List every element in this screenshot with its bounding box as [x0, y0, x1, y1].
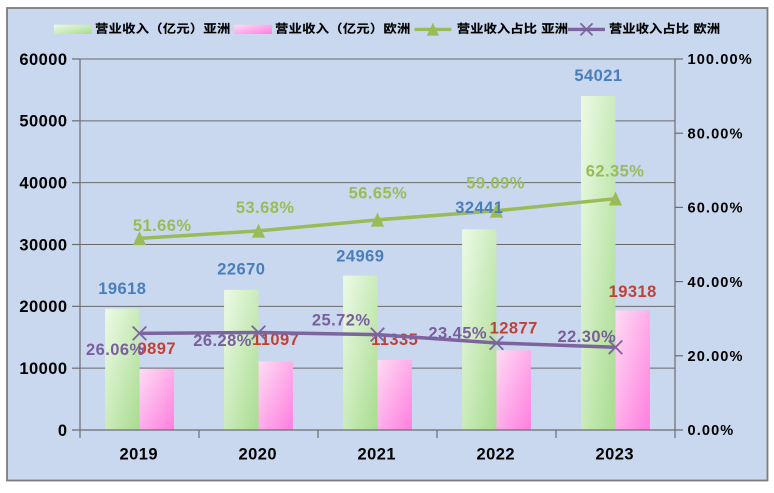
- svg-text:0.00%: 0.00%: [688, 423, 735, 439]
- svg-text:2019: 2019: [120, 446, 159, 464]
- svg-text:60.00%: 60.00%: [688, 201, 744, 217]
- svg-text:20000: 20000: [19, 298, 67, 316]
- svg-text:50000: 50000: [19, 113, 67, 131]
- svg-text:62.35%: 62.35%: [586, 163, 645, 181]
- svg-text:20.00%: 20.00%: [688, 349, 744, 365]
- svg-text:19318: 19318: [609, 283, 657, 301]
- svg-text:80.00%: 80.00%: [688, 126, 744, 142]
- svg-text:40.00%: 40.00%: [688, 275, 744, 291]
- svg-text:53.68%: 53.68%: [236, 199, 295, 217]
- svg-text:19618: 19618: [98, 280, 146, 298]
- svg-text:100.00%: 100.00%: [688, 52, 753, 68]
- svg-text:60000: 60000: [19, 51, 67, 69]
- svg-text:9897: 9897: [137, 340, 176, 358]
- svg-text:22.30%: 22.30%: [557, 328, 616, 346]
- svg-text:2021: 2021: [358, 446, 397, 464]
- svg-text:51.66%: 51.66%: [133, 217, 192, 235]
- svg-text:0: 0: [58, 422, 68, 440]
- svg-text:54021: 54021: [574, 67, 622, 85]
- svg-text:30000: 30000: [19, 236, 67, 254]
- svg-text:59.09%: 59.09%: [466, 174, 525, 192]
- svg-text:11097: 11097: [252, 331, 299, 349]
- svg-text:2022: 2022: [477, 446, 516, 464]
- svg-text:10000: 10000: [19, 360, 67, 378]
- svg-text:56.65%: 56.65%: [349, 184, 408, 202]
- svg-text:12877: 12877: [490, 320, 538, 338]
- svg-text:2023: 2023: [596, 446, 635, 464]
- svg-text:25.72%: 25.72%: [312, 312, 371, 330]
- svg-text:32441: 32441: [455, 199, 503, 217]
- svg-text:23.45%: 23.45%: [428, 324, 487, 342]
- svg-text:22670: 22670: [217, 261, 265, 279]
- svg-text:2020: 2020: [239, 446, 278, 464]
- svg-text:26.28%: 26.28%: [193, 332, 252, 350]
- svg-text:26.06%: 26.06%: [86, 341, 145, 359]
- svg-text:40000: 40000: [19, 175, 67, 193]
- svg-text:24969: 24969: [336, 248, 384, 266]
